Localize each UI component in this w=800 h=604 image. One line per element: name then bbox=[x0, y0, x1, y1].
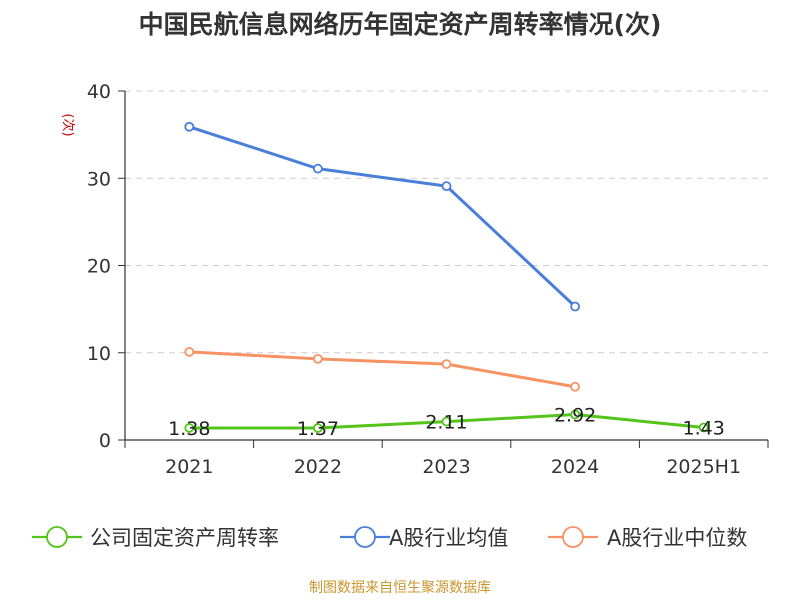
gridlines bbox=[125, 90, 768, 354]
data-point bbox=[570, 381, 580, 392]
legend-marker bbox=[354, 526, 376, 548]
x-tick-label: 2025H1 bbox=[666, 456, 741, 478]
legend-label: 公司固定资产周转率 bbox=[90, 526, 279, 550]
data-label: 1.43 bbox=[683, 418, 725, 440]
y-tick-label: 20 bbox=[87, 256, 111, 278]
legend-item: A股行业均值 bbox=[340, 526, 508, 550]
y-tick-label: 40 bbox=[87, 81, 111, 103]
x-tick-label: 2023 bbox=[422, 456, 470, 478]
data-point bbox=[441, 181, 452, 192]
legend-label: A股行业中位数 bbox=[607, 526, 747, 550]
legend-marker bbox=[46, 526, 68, 548]
y-tick-label: 0 bbox=[99, 430, 111, 452]
x-tick-label: 2024 bbox=[551, 456, 599, 478]
data-point bbox=[312, 423, 323, 433]
legend-label: A股行业均值 bbox=[389, 526, 508, 550]
data-point bbox=[570, 409, 580, 420]
data-point bbox=[184, 346, 195, 357]
legend-item: 公司固定资产周转率 bbox=[32, 526, 279, 550]
legend-marker bbox=[562, 526, 584, 548]
data-point bbox=[312, 163, 323, 174]
y-axis-label: (次) bbox=[60, 113, 76, 136]
chart-title: 中国民航信息网络历年固定资产周转率情况(次) bbox=[139, 10, 662, 39]
data-labels: 1.38 1.37 2.11 2.92 1.43 bbox=[168, 405, 725, 441]
axes: 0 10 20 30 40 2021 2022 2023 2024 2025H1 bbox=[87, 81, 769, 478]
data-label: 1.38 bbox=[168, 418, 210, 440]
y-tick-label: 10 bbox=[87, 343, 111, 365]
data-point bbox=[184, 423, 195, 433]
data-point bbox=[441, 359, 452, 369]
data-point bbox=[312, 353, 323, 364]
data-point bbox=[184, 121, 195, 132]
data-label: 2.92 bbox=[554, 405, 596, 427]
data-label: 1.37 bbox=[297, 418, 339, 440]
series-line bbox=[188, 125, 577, 308]
legend-item: A股行业中位数 bbox=[548, 526, 747, 550]
data-point bbox=[698, 422, 709, 433]
y-tick-label: 30 bbox=[87, 168, 111, 190]
x-tick-label: 2021 bbox=[165, 456, 213, 478]
data-point bbox=[441, 416, 452, 427]
data-point bbox=[570, 301, 580, 312]
x-tick-label: 2022 bbox=[294, 456, 342, 478]
source-note: 制图数据来自恒生聚源数据库 bbox=[309, 580, 491, 596]
legend: 公司固定资产周转率 A股行业均值 A股行业中位数 bbox=[32, 526, 747, 550]
data-label: 2.11 bbox=[425, 412, 467, 434]
series-lines bbox=[184, 121, 709, 433]
series-line bbox=[189, 350, 576, 389]
